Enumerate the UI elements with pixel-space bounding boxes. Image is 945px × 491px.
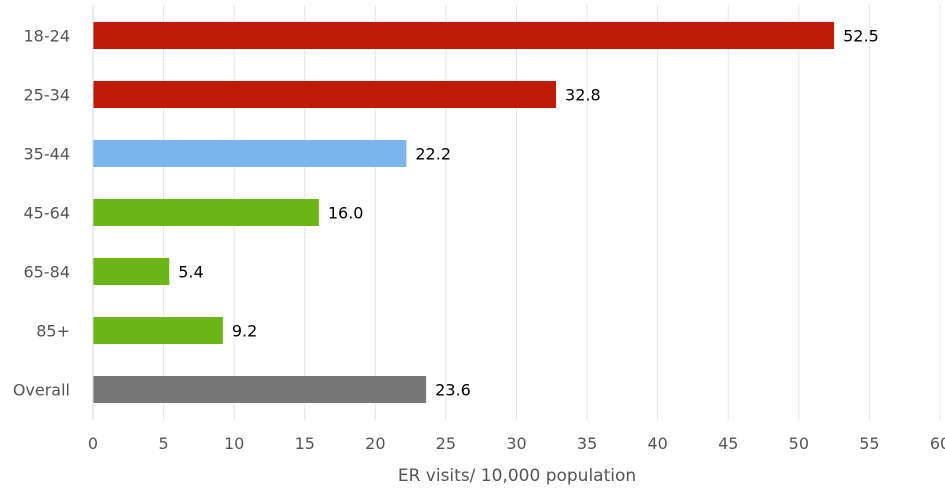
value-label-2: 22.2 <box>415 145 451 164</box>
value-labels: 52.5 32.8 22.2 16.0 5.4 9.2 23.6 <box>178 27 879 400</box>
bar-2 <box>93 140 407 167</box>
bar-4 <box>93 258 170 285</box>
x-tick-label: 20 <box>365 434 385 453</box>
bar-1 <box>93 81 557 108</box>
category-label-1: 25-34 <box>24 86 71 105</box>
category-label-0: 18-24 <box>24 27 71 46</box>
x-tick-label: 50 <box>789 434 809 453</box>
bar-5 <box>93 317 223 344</box>
x-tick-label: 30 <box>506 434 526 453</box>
x-tick-label: 40 <box>647 434 667 453</box>
value-label-1: 32.8 <box>565 86 601 105</box>
x-tick-label: 55 <box>859 434 879 453</box>
x-tick-label: 60 <box>930 434 945 453</box>
x-tick-label: 0 <box>88 434 98 453</box>
bar-3 <box>93 199 319 226</box>
category-label-5: 85+ <box>36 322 70 341</box>
category-label-6: Overall <box>13 381 70 400</box>
x-tick-label: 25 <box>436 434 456 453</box>
value-label-3: 16.0 <box>328 204 364 223</box>
value-label-0: 52.5 <box>843 27 879 46</box>
bar-0 <box>93 22 835 49</box>
x-tick-label: 35 <box>577 434 597 453</box>
x-tick-labels: 0 5 10 15 20 25 30 35 40 45 50 55 60 <box>88 434 945 453</box>
x-tick-label: 10 <box>224 434 244 453</box>
x-axis-title: ER visits/ 10,000 population <box>398 466 636 486</box>
category-label-3: 45-64 <box>24 204 71 223</box>
value-label-4: 5.4 <box>178 263 203 282</box>
category-label-4: 65-84 <box>24 263 71 282</box>
category-label-2: 35-44 <box>24 145 71 164</box>
bar-6 <box>93 376 427 403</box>
x-tick-label: 45 <box>718 434 738 453</box>
grid-lines <box>163 5 941 420</box>
value-label-5: 9.2 <box>232 322 257 341</box>
x-tick-label: 15 <box>295 434 315 453</box>
category-labels: 18-24 25-34 35-44 45-64 65-84 85+ Overall <box>13 27 70 400</box>
value-label-6: 23.6 <box>435 381 471 400</box>
bars <box>93 22 835 403</box>
x-tick-label: 5 <box>158 434 168 453</box>
